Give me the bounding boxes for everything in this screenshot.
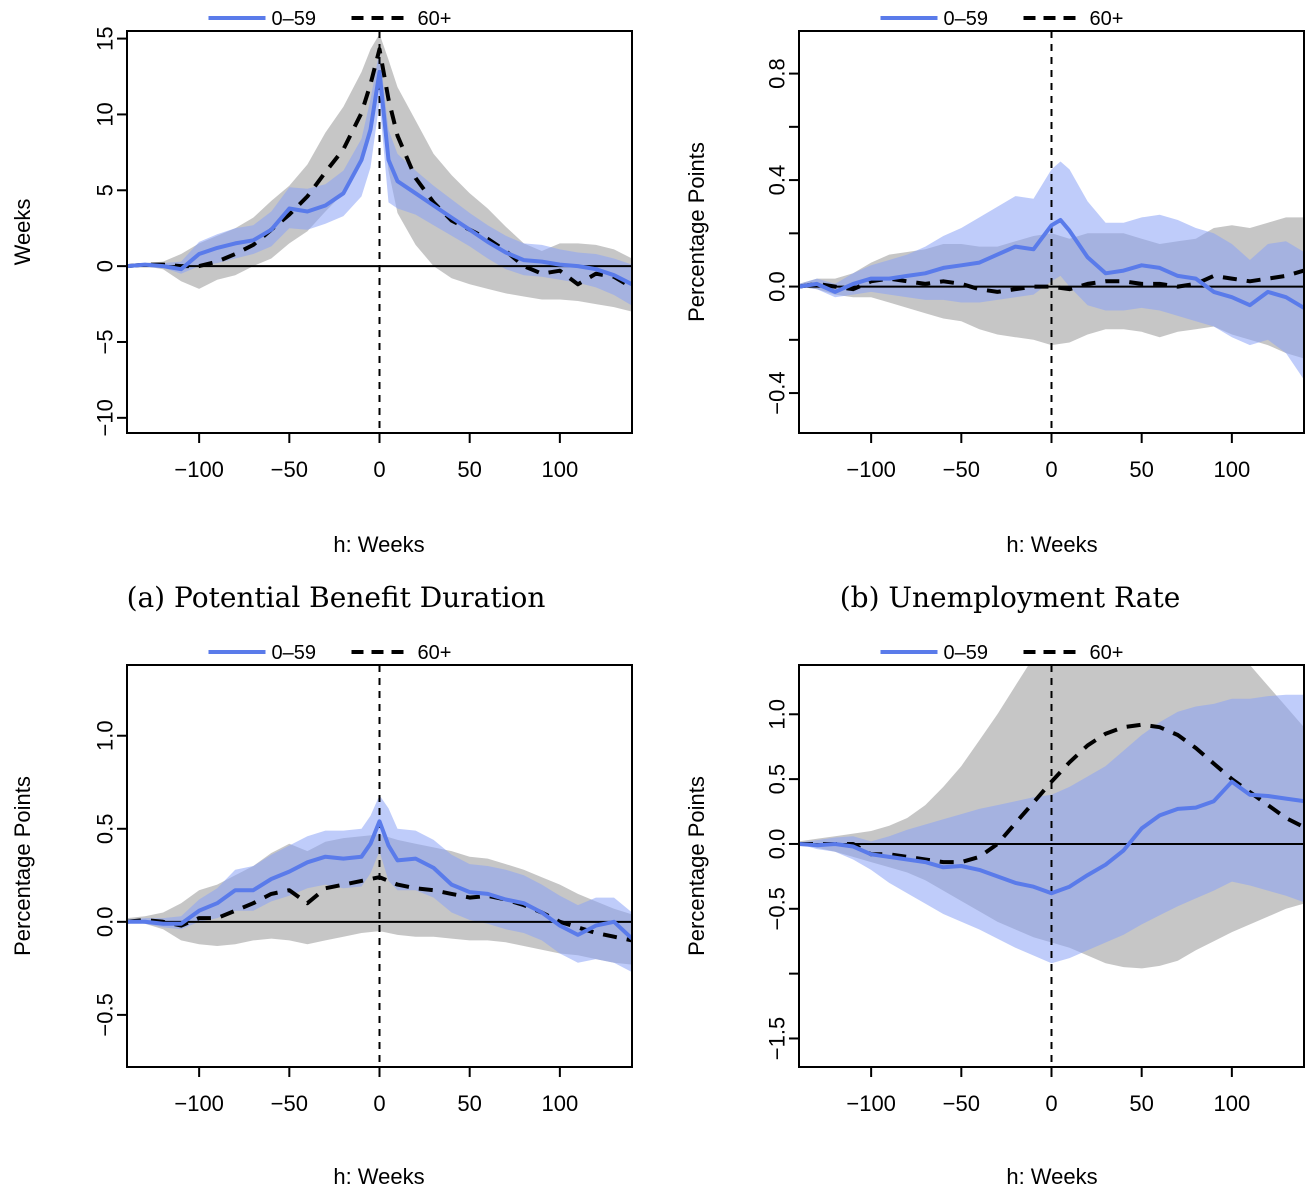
x-axis-title: h: Weeks	[333, 532, 424, 557]
x-tick-label: −100	[174, 457, 224, 482]
y-tick-label: 0.4	[765, 165, 790, 196]
axes: −100 −50 0 50 100 −0.4 0.0 0.4 0.8	[765, 30, 1305, 482]
x-axis-title: h: Weeks	[1006, 532, 1097, 557]
legend-label-0-59: 0–59	[272, 8, 317, 30]
x-tick-label: −50	[943, 457, 980, 482]
legend: 0–59 60+	[880, 642, 1124, 664]
y-tick-label: 0	[93, 260, 118, 272]
band-0-59	[127, 795, 632, 973]
legend-label-60-plus: 60+	[418, 8, 452, 30]
series-lines	[127, 31, 632, 433]
confidence-bands	[799, 665, 1304, 969]
x-tick-label: −100	[174, 1091, 224, 1116]
series-lines	[127, 665, 632, 1067]
y-axis-title: Percentage Points	[684, 142, 709, 322]
band-0-59	[799, 694, 1304, 964]
legend: 0–59 60+	[208, 642, 452, 664]
x-tick-label: 50	[1129, 1091, 1153, 1116]
x-tick-label: −50	[271, 457, 308, 482]
y-tick-label: 0.5	[765, 764, 790, 795]
series-lines	[799, 665, 1304, 1067]
y-tick-label: −10	[93, 399, 118, 436]
y-tick-label: 5	[93, 184, 118, 196]
x-tick-label: 100	[1213, 1091, 1250, 1116]
x-tick-label: −100	[846, 457, 896, 482]
series-lines	[799, 31, 1304, 433]
legend-label-60-plus: 60+	[1090, 642, 1124, 664]
x-tick-label: 100	[1213, 457, 1250, 482]
y-tick-label: 0.8	[765, 58, 790, 89]
x-tick-label: 0	[373, 1091, 385, 1116]
legend-label-0-59: 0–59	[944, 8, 989, 30]
y-axis-title: Percentage Points	[10, 776, 35, 956]
x-tick-label: 100	[541, 1091, 578, 1116]
y-tick-label: 1.0	[765, 699, 790, 730]
y-tick-label: 0.0	[765, 829, 790, 860]
x-tick-label: −100	[846, 1091, 896, 1116]
legend-label-60-plus: 60+	[418, 642, 452, 664]
legend-label-0-59: 0–59	[272, 642, 317, 664]
y-tick-label: −1.5	[765, 1017, 790, 1060]
y-tick-label: −0.5	[765, 887, 790, 930]
x-tick-label: 50	[1129, 457, 1153, 482]
panel-bottom-left: −100 −50 0 50 100 −0.5 0.0 0.5 1.0 Percentage Po…	[10, 642, 633, 1189]
x-tick-label: −50	[271, 1091, 308, 1116]
y-tick-label: −0.5	[93, 993, 118, 1036]
panel-caption: (b) Unemployment Rate	[840, 581, 1181, 614]
line-0-59	[127, 819, 632, 941]
y-tick-label: 0.0	[93, 907, 118, 938]
line-60-plus	[799, 722, 1304, 865]
panel-bottom-right: −100 −50 0 50 100 −1.5 −0.5 0.0 0.5 1.0 Percentag…	[684, 642, 1305, 1189]
panel-unemployment-rate: −100 −50 0 50 100 −0.4 0.0 0.4 0.8 Percentage Po…	[684, 8, 1305, 614]
legend-label-60-plus: 60+	[1090, 8, 1124, 30]
line-0-59	[127, 70, 632, 287]
y-axis-title: Percentage Points	[684, 776, 709, 956]
x-tick-label: 50	[457, 1091, 481, 1116]
legend: 0–59 60+	[208, 8, 452, 30]
line-0-59	[799, 779, 1304, 896]
x-axis-title: h: Weeks	[1006, 1164, 1097, 1189]
y-tick-label: 0.0	[765, 271, 790, 302]
panel-caption: (a) Potential Benefit Duration	[127, 581, 546, 614]
y-tick-label: 10	[93, 102, 118, 126]
x-tick-label: 0	[1045, 457, 1057, 482]
x-tick-label: 50	[457, 457, 481, 482]
line-0-59	[799, 218, 1304, 310]
x-tick-label: 100	[541, 457, 578, 482]
y-tick-label: −0.4	[765, 371, 790, 414]
x-axis-title: h: Weeks	[333, 1164, 424, 1189]
y-axis-title: Weeks	[10, 199, 35, 266]
y-tick-label: 1.0	[93, 720, 118, 751]
x-tick-label: 0	[1045, 1091, 1057, 1116]
line-60-plus	[127, 47, 632, 290]
legend: 0–59 60+	[880, 8, 1124, 30]
y-tick-label: 0.5	[93, 813, 118, 844]
x-tick-label: 0	[373, 457, 385, 482]
axes: −100 −50 0 50 100 −1.5 −0.5 0.0 0.5 1.0	[765, 664, 1305, 1116]
y-tick-label: −5	[93, 329, 118, 354]
axes: −100 −50 0 50 100 −0.5 0.0 0.5 1.0	[93, 664, 633, 1116]
legend-label-0-59: 0–59	[944, 642, 989, 664]
x-tick-label: −50	[943, 1091, 980, 1116]
y-tick-label: 15	[93, 26, 118, 50]
